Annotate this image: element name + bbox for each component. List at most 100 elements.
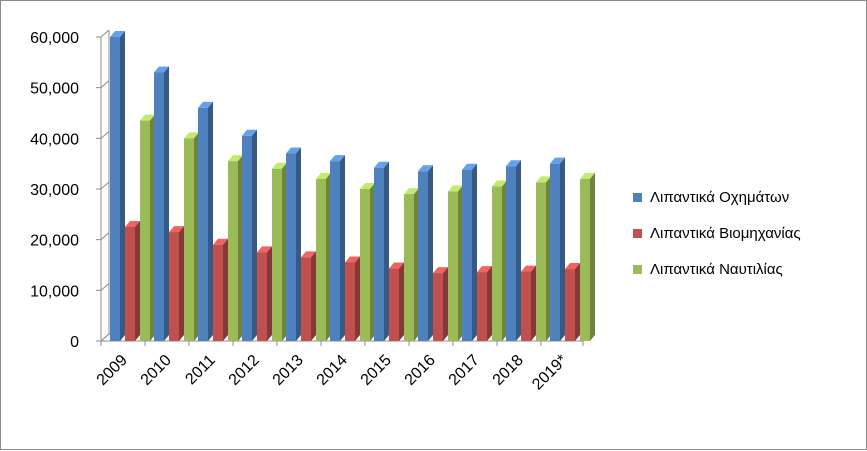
bar-side xyxy=(355,256,360,341)
bar-side xyxy=(326,172,331,341)
y-tick-depth xyxy=(100,181,110,190)
bar-front xyxy=(550,163,560,341)
y-tick-depth xyxy=(100,333,110,342)
bar-side xyxy=(443,267,448,341)
bar-side xyxy=(414,188,419,341)
bar xyxy=(272,162,287,341)
bar xyxy=(330,155,345,341)
bar-side xyxy=(238,155,243,341)
bar xyxy=(316,172,331,341)
bar-front xyxy=(418,171,428,341)
x-tick-label: 2017 xyxy=(446,352,483,389)
bar-front xyxy=(580,178,590,341)
bar-side xyxy=(546,176,551,341)
legend-swatch-industrial xyxy=(633,228,642,238)
bar xyxy=(521,265,536,341)
bar-front xyxy=(184,138,194,341)
bar-side xyxy=(575,263,580,341)
bar xyxy=(286,147,301,341)
bar-side xyxy=(428,165,433,341)
bar-side xyxy=(223,238,228,341)
bar-front xyxy=(404,194,414,341)
bar-front xyxy=(374,167,384,341)
bar xyxy=(462,163,477,341)
bar-side xyxy=(590,172,595,341)
bar xyxy=(374,161,389,341)
y-tick-label: 20,000 xyxy=(30,233,79,250)
x-tick-label: 2019* xyxy=(529,352,571,394)
bar-side xyxy=(502,180,507,341)
bar xyxy=(448,185,463,341)
bar-front xyxy=(492,186,502,341)
x-tick-label: 2013 xyxy=(270,352,307,389)
bar-side xyxy=(164,66,169,341)
bar xyxy=(242,129,257,341)
bar xyxy=(536,176,551,341)
bar-side xyxy=(370,183,375,341)
bar-side xyxy=(399,262,404,341)
y-tick-label: 0 xyxy=(70,334,79,351)
bar xyxy=(492,180,507,341)
bar-side xyxy=(311,251,316,341)
bar xyxy=(418,165,433,341)
y-tick-label: 60,000 xyxy=(30,30,79,47)
bar-front xyxy=(448,191,458,341)
bar-front xyxy=(272,168,282,341)
bar-front xyxy=(360,189,370,341)
legend-item-industrial-lubricants: Λιπαντικά Βιομηχανίας xyxy=(633,215,801,251)
bar xyxy=(506,160,521,341)
legend-label: Λιπαντικά Οχημάτων xyxy=(650,188,790,206)
bar-top xyxy=(345,256,360,263)
legend-label: Λιπαντικά Ναυτιλίας xyxy=(650,260,783,278)
bar-front xyxy=(316,178,326,341)
bar-side xyxy=(267,246,272,341)
y-tick-depth xyxy=(100,282,110,291)
bar xyxy=(433,267,448,341)
bar-side xyxy=(487,266,492,341)
x-tick-label: 2010 xyxy=(138,352,175,389)
bars-layer xyxy=(110,31,595,341)
bar-front xyxy=(110,37,120,341)
bar xyxy=(228,155,243,341)
bar-front xyxy=(565,269,575,341)
bar-front xyxy=(521,271,531,341)
y-tick-label: 10,000 xyxy=(30,283,79,300)
bar-side xyxy=(384,161,389,341)
x-tick-label: 2011 xyxy=(182,352,218,388)
bar-front xyxy=(477,272,487,341)
bar-front xyxy=(257,252,267,341)
bar xyxy=(198,101,213,341)
bar-front xyxy=(140,120,150,341)
y-tick-depth xyxy=(100,29,110,38)
y-tick-label: 40,000 xyxy=(30,131,79,148)
bar xyxy=(477,266,492,341)
bar xyxy=(345,256,360,341)
bar-front xyxy=(389,268,399,341)
bar-side xyxy=(135,221,140,341)
bar-side xyxy=(120,31,125,341)
bar-side xyxy=(296,147,301,341)
legend: Λιπαντικά Οχημάτων Λιπαντικά Βιομηχανίας… xyxy=(633,179,801,287)
bar xyxy=(169,226,184,341)
bar-side xyxy=(179,226,184,341)
bar-front xyxy=(125,227,135,341)
bar-side xyxy=(531,265,536,341)
bar xyxy=(154,66,169,341)
bar-front xyxy=(154,72,164,341)
bar-front xyxy=(345,262,355,341)
bar-front xyxy=(462,169,472,341)
y-tick-depth xyxy=(100,232,110,241)
bar xyxy=(257,246,272,341)
bar xyxy=(140,114,155,341)
y-tick-label: 30,000 xyxy=(30,182,79,199)
legend-item-marine-lubricants: Λιπαντικά Ναυτιλίας xyxy=(633,251,801,287)
bar xyxy=(110,31,125,341)
bar-front xyxy=(286,153,296,341)
x-tick-label: 2018 xyxy=(490,352,527,389)
bar-front xyxy=(228,161,238,341)
y-tick-label: 50,000 xyxy=(30,81,79,98)
bar xyxy=(213,238,228,341)
bar-front xyxy=(506,166,516,341)
